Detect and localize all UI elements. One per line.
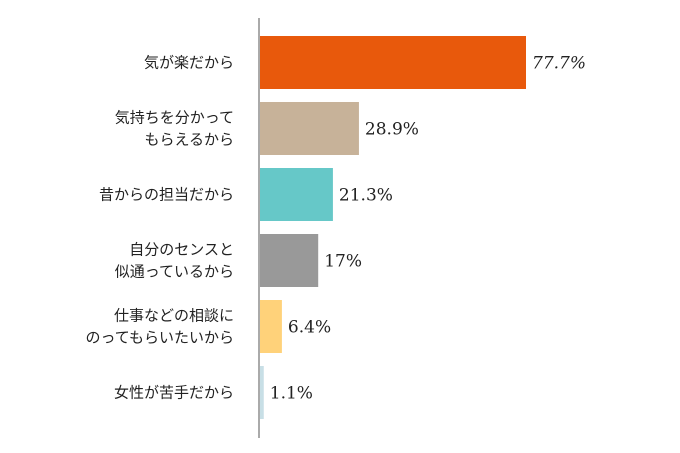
category-label-6: 女性が苦手だから xyxy=(114,384,234,402)
value-label-5: 6.4% xyxy=(288,318,331,338)
value-labels-group: 77.7% 28.9% 21.3% 17% 6.4% 1.1% xyxy=(270,54,586,404)
bar-6 xyxy=(260,366,264,419)
value-label-3: 21.3% xyxy=(339,186,393,206)
bar-4 xyxy=(260,234,319,287)
value-label-1: 77.7% xyxy=(532,54,586,74)
category-label-1: 気が楽だから xyxy=(144,54,234,72)
bars-group xyxy=(260,36,526,419)
category-label-2-line-1: 気持ちを分かって xyxy=(115,109,234,127)
category-label-3: 昔からの担当だから xyxy=(99,186,234,204)
bar-2 xyxy=(260,102,359,155)
category-label-2-line-2: もらえるから xyxy=(144,131,234,149)
category-label-4-line-2: 似通っているから xyxy=(115,263,234,281)
bar-5 xyxy=(260,300,282,353)
bar-3 xyxy=(260,168,333,221)
category-label-4-line-1: 自分のセンスと xyxy=(129,241,234,259)
bar-1 xyxy=(260,36,526,89)
category-label-5-line-2: のってもらいたいから xyxy=(85,329,234,347)
value-label-4: 17% xyxy=(324,252,362,272)
category-labels-group: 気が楽だから気持ちを分かってもらえるから昔からの担当だから自分のセンスと似通って… xyxy=(85,54,234,402)
value-label-6: 1.1% xyxy=(270,384,313,404)
value-label-2: 28.9% xyxy=(365,120,419,140)
category-label-5-line-1: 仕事などの相談に xyxy=(114,307,234,325)
